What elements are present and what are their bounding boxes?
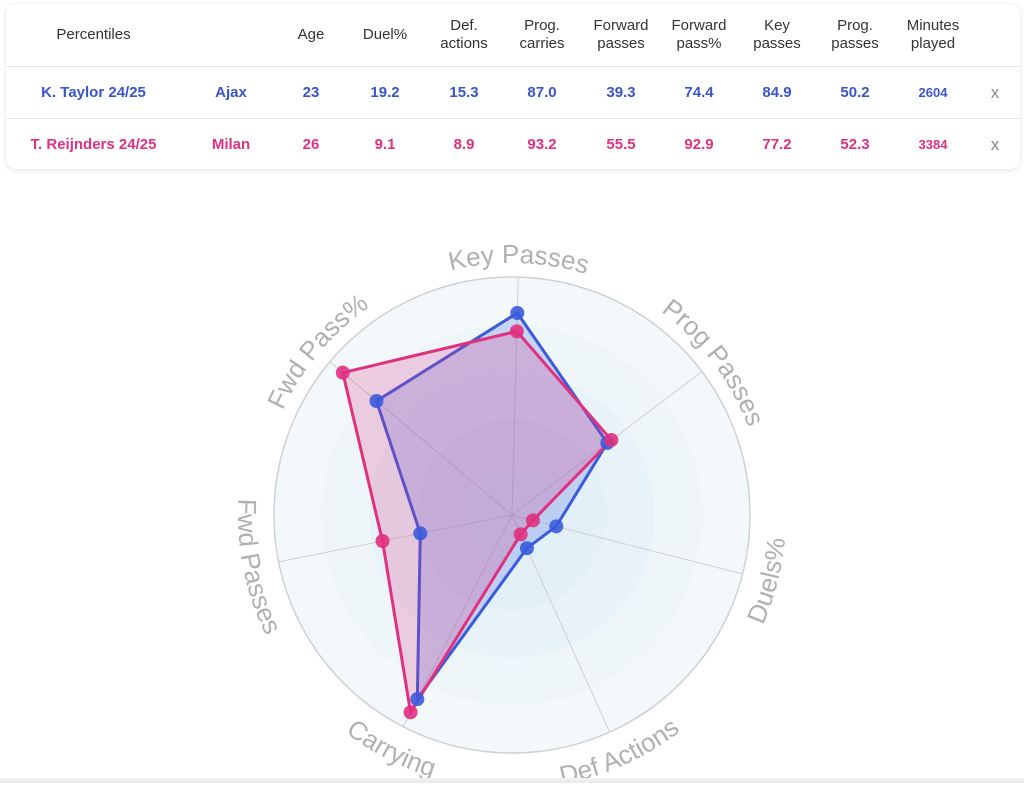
data-point-series-1 [549, 519, 564, 534]
data-point-series-2 [375, 534, 390, 549]
header-carry-line1: Prog. [524, 17, 560, 34]
remove-row-button[interactable]: x [990, 134, 1000, 154]
data-point-series-1 [510, 306, 525, 321]
header-prog-carries[interactable]: Prog. carries [499, 4, 585, 67]
age-cell: 26 [302, 136, 320, 153]
table-row: T. Reijnders 24/25 Milan 26 9.1 8.9 93.2… [6, 119, 1020, 170]
header-team [181, 4, 281, 67]
header-fwdpct-line2: pass% [676, 35, 722, 52]
data-point-series-2 [509, 324, 524, 339]
header-fwd-line2: passes [597, 35, 645, 52]
header-percentiles: Percentiles [6, 4, 181, 67]
header-carry-line2: carries [519, 35, 565, 52]
header-min-line1: Minutes [906, 17, 960, 34]
player-name[interactable]: K. Taylor 24/25 [6, 66, 181, 119]
header-fwd-line1: Forward [593, 17, 649, 34]
data-point-series-1 [413, 526, 428, 541]
header-def-line1: Def. [450, 17, 478, 34]
series-area-2 [341, 329, 613, 714]
prog-cell: 52.3 [840, 136, 870, 153]
radar-spoke [278, 514, 513, 563]
header-prog-passes[interactable]: Prog. passes [813, 4, 897, 67]
axis-label-text: Key Passes [445, 239, 592, 280]
radar-spoke [329, 361, 513, 516]
header-prog-line2: passes [831, 35, 879, 52]
fwd-cell: 39.3 [585, 66, 657, 119]
key-cell: 77.2 [762, 136, 792, 153]
data-point-series-1 [369, 394, 384, 409]
radar-outer-ring [273, 276, 751, 754]
def-cell: 15.3 [429, 66, 499, 119]
minutes-cell: 2604 [897, 66, 969, 119]
axis-label-text: Duels% [741, 536, 791, 628]
header-key-line2: passes [753, 35, 801, 52]
axis-label: Duels% [741, 536, 791, 628]
header-def-actions[interactable]: Def. actions [429, 4, 499, 67]
header-forward-passes[interactable]: Forward passes [585, 4, 657, 67]
carry-cell: 87.0 [499, 66, 585, 119]
fwdpct-cell: 74.4 [657, 66, 741, 119]
team-name: Ajax [181, 66, 281, 119]
age-cell: 23 [281, 66, 341, 119]
data-point-series-2 [525, 513, 540, 528]
header-key-passes[interactable]: Key passes [741, 4, 813, 67]
series-area-1 [374, 311, 609, 701]
radar-chart-container: Key Passes Prog Passes Duels% Def Actions Ca… [0, 170, 1024, 788]
data-point-series-2 [403, 705, 418, 720]
header-fwdpct-line1: Forward [671, 17, 727, 34]
team-name: Milan [211, 136, 251, 153]
duel-cell: 9.1 [374, 136, 396, 153]
table-row: K. Taylor 24/25 Ajax 23 19.2 15.3 87.0 3… [6, 66, 1020, 119]
duel-cell: 19.2 [341, 66, 429, 119]
data-point-series-2 [335, 365, 350, 380]
header-minutes-played[interactable]: Minutes played [897, 4, 969, 67]
player-name[interactable]: T. Reijnders 24/25 [30, 136, 157, 153]
header-min-line2: played [910, 35, 956, 52]
table-header-row: Percentiles Age Duel% Def. actions Prog. c… [6, 4, 1020, 67]
header-prog-line1: Prog. [837, 17, 873, 34]
header-def-line2: actions [440, 35, 488, 52]
axis-label: Key Passes [445, 239, 592, 280]
comparison-table-card: Percentiles Age Duel% Def. actions Prog. c… [6, 4, 1020, 169]
data-point-series-1 [410, 692, 425, 707]
header-key-line1: Key [764, 17, 790, 34]
percentiles-table: Percentiles Age Duel% Def. actions Prog. c… [6, 4, 1020, 169]
remove-row-button[interactable]: x [969, 66, 1020, 119]
data-point-series-2 [604, 432, 619, 447]
minutes-cell: 3384 [918, 137, 948, 152]
page-bottom-edge [0, 778, 1024, 783]
data-point-series-2 [513, 527, 528, 542]
header-remove [969, 4, 1020, 67]
key-cell: 84.9 [741, 66, 813, 119]
header-age[interactable]: Age [281, 4, 341, 67]
fwd-cell: 55.5 [606, 136, 636, 153]
prog-cell: 50.2 [813, 66, 897, 119]
def-cell: 8.9 [453, 136, 475, 153]
header-forward-pass-pct[interactable]: Forward pass% [657, 4, 741, 67]
header-duel[interactable]: Duel% [341, 4, 429, 67]
fwdpct-cell: 92.9 [684, 136, 714, 153]
carry-cell: 93.2 [527, 136, 557, 153]
data-point-series-1 [519, 541, 534, 556]
